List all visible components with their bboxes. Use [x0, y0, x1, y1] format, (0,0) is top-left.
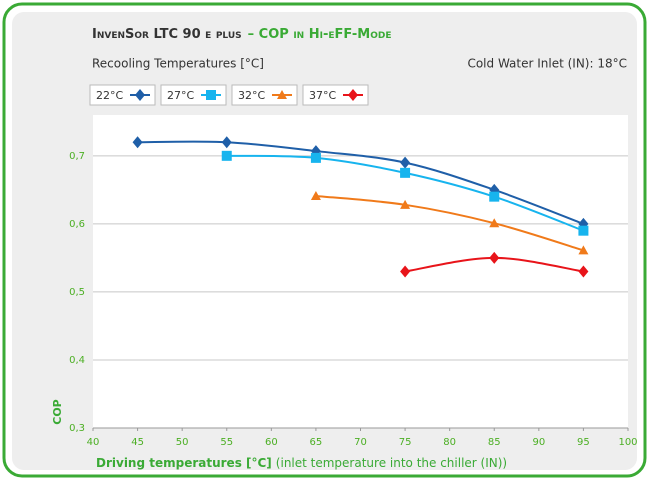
marker: [277, 90, 287, 99]
plot-area: [93, 115, 628, 428]
x-tick-label: 70: [354, 437, 367, 448]
marker: [310, 152, 321, 163]
y-tick-label: 0,7: [69, 151, 85, 162]
x-tick-label: 80: [443, 437, 456, 448]
marker: [489, 191, 500, 202]
marker: [221, 136, 232, 149]
x-tick-label: 100: [618, 437, 637, 448]
x-label-note: (inlet temperature into the chiller (IN)…: [276, 456, 507, 470]
x-tick-label: 45: [131, 437, 144, 448]
series-line: [137, 140, 584, 225]
legend-box: [231, 84, 298, 106]
marker: [400, 199, 411, 209]
chart-title: InvenSor LTC 90 e plus – COP in Hi-eFF-Mo…: [92, 27, 391, 42]
x-tick-label: 90: [532, 437, 545, 448]
marker: [578, 225, 589, 236]
x-tick-label: 85: [488, 437, 501, 448]
title-main: InvenSor LTC 90 e plus: [92, 27, 242, 42]
marker: [348, 89, 358, 101]
annotation: Cold Water Inlet (IN): 18°C: [467, 57, 627, 71]
marker: [400, 265, 411, 278]
legend-label: 37°C: [309, 89, 336, 102]
marker: [310, 190, 321, 200]
y-axis-label: COP: [51, 399, 64, 425]
marker: [400, 167, 411, 178]
x-tick-label: 50: [176, 437, 189, 448]
marker: [578, 245, 589, 255]
x-tick-label: 65: [310, 437, 323, 448]
marker: [221, 150, 232, 161]
y-tick-label: 0,5: [69, 287, 85, 298]
y-tick-label: 0,3: [69, 423, 85, 434]
x-label-main: Driving temperatures [°C]: [96, 456, 272, 470]
marker: [135, 89, 145, 101]
x-axis-label: Driving temperatures [°C] (inlet temperat…: [96, 456, 507, 470]
x-tick-label: 95: [577, 437, 590, 448]
y-tick-label: 0,4: [69, 355, 85, 366]
legend-label: 27°C: [167, 89, 194, 102]
title-mode: – COP in Hi-eFF-Mode: [248, 27, 392, 42]
marker: [489, 218, 500, 228]
x-tick-label: 40: [87, 437, 100, 448]
x-tick-label: 55: [220, 437, 233, 448]
marker: [400, 156, 411, 169]
legend-label: 22°C: [96, 89, 123, 102]
subtitle: Recooling Temperatures [°C]: [92, 57, 264, 71]
x-tick-label: 60: [265, 437, 278, 448]
marker: [206, 90, 216, 100]
y-tick-label: 0,6: [69, 219, 85, 230]
series-line: [315, 194, 584, 252]
marker: [578, 265, 589, 278]
legend-label: 32°C: [238, 89, 265, 102]
marker: [489, 251, 500, 264]
legend-box: [302, 84, 369, 106]
x-tick-label: 75: [399, 437, 412, 448]
legend-box: [89, 84, 156, 106]
marker: [132, 136, 143, 149]
